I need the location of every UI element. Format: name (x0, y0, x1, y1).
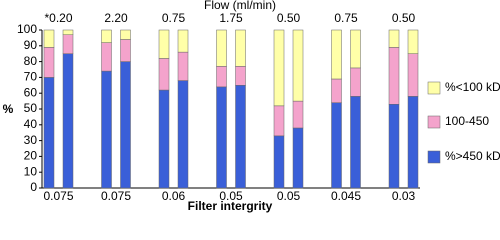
bar-segment (292, 100, 304, 129)
bar-segment (331, 102, 342, 189)
bar-segment (331, 78, 342, 103)
bar-segment (273, 105, 285, 137)
bar-segment (216, 29, 227, 67)
flow-label: 2.20 (104, 11, 128, 25)
bar-segment (350, 96, 361, 189)
y-tick-label: 90 (24, 38, 38, 52)
x-tick-label: 0.05 (277, 189, 301, 203)
x-tick-label: 0.075 (43, 189, 73, 203)
bar-segment (350, 29, 361, 69)
bar-segment (101, 42, 112, 72)
bar-segment (235, 85, 246, 189)
bar-segment (120, 39, 131, 62)
x-tick-label: 0.05 (219, 189, 243, 203)
bar-segment (177, 51, 189, 81)
bar-segment (407, 29, 419, 54)
flow-label: 0.50 (392, 11, 416, 25)
bar-segment (235, 29, 246, 67)
x-tick-label: 0.03 (392, 189, 416, 203)
y-tick-label: 70 (24, 70, 38, 84)
bar-segment (388, 104, 400, 189)
bar-segment (43, 47, 55, 78)
bar-segment (158, 29, 170, 59)
y-tick-label: 30 (24, 133, 38, 147)
y-tick-label: 20 (24, 149, 38, 163)
bar-segment (235, 66, 246, 86)
flow-label: *0.20 (44, 11, 72, 25)
bar-segment (292, 29, 304, 102)
bar-segment (407, 53, 419, 97)
flow-label: 0.50 (277, 11, 301, 25)
x-tick-label: 0.075 (101, 189, 131, 203)
bar-segment (407, 96, 419, 189)
flow-label: 0.75 (162, 11, 186, 25)
bar-segment (350, 67, 361, 97)
bar-segment (177, 29, 189, 53)
bar-segment (62, 53, 74, 189)
legend-swatch (427, 150, 441, 164)
bar-segment (43, 77, 55, 189)
y-tick-label: 40 (24, 117, 38, 131)
x-axis-title: Filter intergrity (188, 199, 273, 213)
bar-segment (177, 80, 189, 189)
x-tick-label: 0.045 (331, 189, 361, 203)
y-tick-label: 10 (24, 164, 38, 178)
bar-segment (273, 135, 285, 189)
bar-segment (101, 29, 112, 43)
bar-segment (388, 47, 400, 105)
legend-label: %>450 kDa (445, 149, 500, 163)
x-tick-label: 0.06 (162, 189, 186, 203)
bar-segment (292, 127, 304, 189)
chart-title: Flow (ml/min) (204, 0, 276, 12)
bar-segment (158, 89, 170, 189)
bar-segment (120, 29, 131, 40)
bar-segment (62, 34, 74, 54)
bar-segment (158, 58, 170, 91)
bar-segment (101, 70, 112, 189)
bar-segment (120, 61, 131, 189)
legend-label: %<100 kDa (445, 80, 500, 94)
bar-segment (388, 29, 400, 48)
bar-segment (43, 29, 55, 48)
y-tick-label: 50 (24, 101, 38, 115)
y-tick-label: 100 (17, 22, 37, 36)
legend-swatch (427, 81, 441, 95)
bar-segment (216, 86, 227, 189)
bar-segment (62, 29, 74, 35)
legend-swatch (427, 115, 441, 129)
flow-label: 0.75 (334, 11, 358, 25)
legend-label: 100-450 (445, 114, 489, 128)
bar-segment (331, 29, 342, 80)
bar-segment (216, 66, 227, 88)
y-axis-title: % (3, 102, 14, 116)
y-tick-label: 0 (30, 180, 37, 194)
bar-segment (273, 29, 285, 107)
flow-label: 1.75 (219, 11, 243, 25)
y-tick-label: 60 (24, 85, 38, 99)
y-tick-label: 80 (24, 54, 38, 68)
